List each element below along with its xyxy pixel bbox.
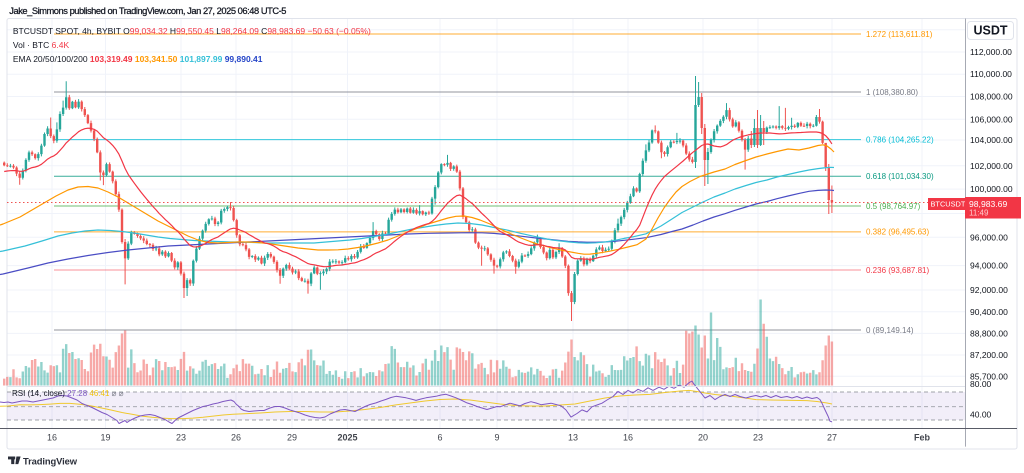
svg-text:BTCUSDT: BTCUSDT [931,200,966,209]
svg-text:88,800.00: 88,800.00 [970,328,1008,338]
svg-text:0 (89,149.14): 0 (89,149.14) [866,326,914,335]
svg-text:RSI (14, close) 27.28 46.41 ⌀: RSI (14, close) 27.28 46.41 ⌀ ⌀ [12,389,124,398]
svg-text:16: 16 [47,433,57,443]
svg-text:85,700.00: 85,700.00 [970,371,1008,381]
svg-text:104,000.00: 104,000.00 [970,135,1013,145]
svg-text:0.236 (93,687.81): 0.236 (93,687.81) [866,266,929,275]
svg-text:Feb: Feb [914,433,931,443]
svg-text:0.618 (101,034.30): 0.618 (101,034.30) [866,172,934,181]
svg-text:0.5 (98,764.97): 0.5 (98,764.97) [866,202,921,211]
svg-text:TradingView: TradingView [23,456,78,467]
svg-text:40.00: 40.00 [970,410,992,420]
svg-text:80.00: 80.00 [970,379,992,389]
svg-text:23: 23 [176,433,186,443]
svg-text:19: 19 [100,433,110,443]
svg-text:0.382 (96,495.63): 0.382 (96,495.63) [866,228,929,237]
svg-text:87,200.00: 87,200.00 [970,350,1008,360]
svg-text:16: 16 [623,433,633,443]
svg-text:100,000.00: 100,000.00 [970,184,1013,194]
svg-text:11:49: 11:49 [969,209,989,218]
svg-text:2025: 2025 [337,433,357,443]
svg-text:Vol · BTC 6.4K: Vol · BTC 6.4K [13,40,70,50]
svg-text:26: 26 [231,433,241,443]
svg-text:27: 27 [827,433,837,443]
svg-text:90,400.00: 90,400.00 [970,307,1008,317]
svg-text:USDT: USDT [973,24,1007,38]
svg-text:110,000.00: 110,000.00 [970,69,1012,79]
svg-text:BTCUSDT SPOT, 4h, BYBIT O99,03: BTCUSDT SPOT, 4h, BYBIT O99,034.32 H99,5… [13,26,371,36]
svg-text:112,000.00: 112,000.00 [970,47,1012,57]
svg-text:20: 20 [698,433,708,443]
svg-text:29: 29 [287,433,297,443]
svg-text:1.272 (113,611.81): 1.272 (113,611.81) [866,30,933,39]
svg-text:102,000.00: 102,000.00 [970,161,1013,171]
svg-text:9: 9 [494,433,499,443]
svg-text:EMA 20/50/100/200 103,319.49 1: EMA 20/50/100/200 103,319.49 103,341.50 … [13,54,263,64]
svg-text:Jake_Simmons published on Trad: Jake_Simmons published on TradingView.co… [9,6,286,16]
svg-text:92,000.00: 92,000.00 [970,285,1008,295]
svg-text:96,000.00: 96,000.00 [970,232,1008,242]
svg-text:0.786 (104,265.22): 0.786 (104,265.22) [866,135,934,144]
svg-text:94,000.00: 94,000.00 [970,261,1008,271]
svg-text:13: 13 [568,433,578,443]
svg-text:23: 23 [753,433,763,443]
svg-text:108,000.00: 108,000.00 [970,92,1013,102]
svg-text:106,000.00: 106,000.00 [970,114,1013,124]
svg-text:98,983.69: 98,983.69 [969,199,1007,209]
svg-text:6: 6 [437,433,442,443]
svg-text:1 (108,380.80): 1 (108,380.80) [866,88,918,97]
